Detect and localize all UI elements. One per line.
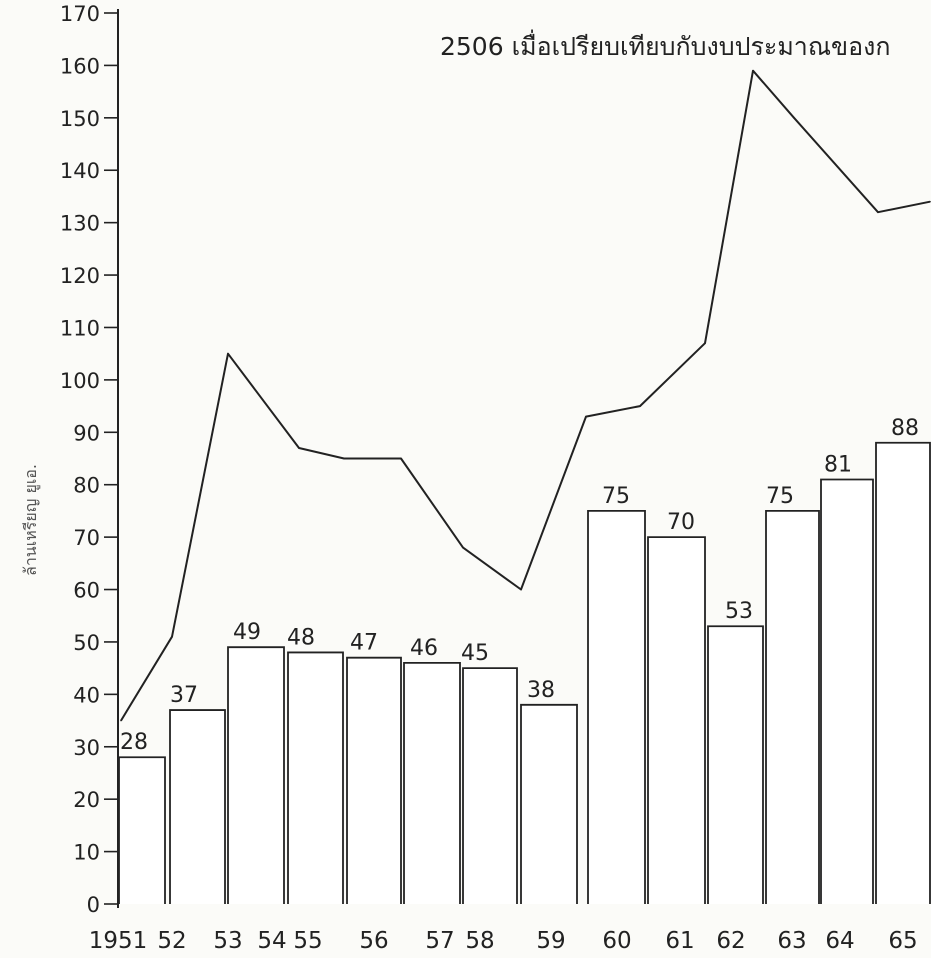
x-tick-label: 59	[536, 928, 565, 954]
x-tick-label: 63	[777, 928, 806, 954]
line-point	[462, 546, 464, 549]
line-point	[877, 211, 879, 213]
bar-data-label: 53	[725, 599, 753, 624]
y-axis-label: ล้านเหรียญ ยูเอ.	[21, 464, 41, 576]
bar	[403, 662, 461, 904]
x-tick-label: 60	[602, 928, 631, 954]
line-layer	[120, 69, 931, 722]
x-tick-label: 65	[888, 928, 917, 954]
line-point	[929, 200, 931, 203]
bar	[346, 656, 402, 904]
line-point	[639, 405, 641, 407]
bar	[287, 651, 344, 904]
x-tick-label: 58	[465, 928, 494, 954]
bar-data-label: 28	[120, 730, 148, 755]
bar-data-label: 48	[287, 625, 315, 650]
bar-data-label: 47	[350, 631, 378, 656]
y-tick-label: 0	[87, 893, 100, 917]
bar	[707, 625, 764, 904]
y-tick-label: 150	[60, 107, 100, 131]
bar-data-label: 45	[461, 641, 489, 666]
y-tick-label: 50	[73, 631, 100, 655]
line-point	[120, 719, 122, 722]
y-tick-label: 90	[73, 421, 100, 445]
bar-data-label: 46	[410, 636, 438, 661]
line-point	[227, 352, 229, 355]
y-tick-label: 80	[73, 474, 100, 498]
axis-layer: 0 10 20 30 40 50 60 70 80 90 100 110 120 130 140 150 160…	[60, 2, 918, 954]
bar-data-label: 88	[891, 416, 919, 441]
y-tick-label: 10	[73, 841, 100, 865]
bar	[820, 478, 874, 904]
chart-title: 2506 เมื่อเปรียบเทียบกับงบประมาณของก	[440, 29, 890, 61]
line-point	[704, 342, 706, 344]
x-tick-label: 53	[213, 928, 242, 954]
bar	[169, 709, 226, 904]
bar	[875, 441, 931, 904]
line-point	[343, 457, 345, 460]
y-tick-label: 140	[60, 159, 100, 183]
x-tick-label: 57	[425, 928, 454, 954]
bar	[647, 536, 706, 904]
bar	[765, 510, 820, 904]
bar-data-label: 75	[766, 484, 794, 509]
y-tick-label: 120	[60, 264, 100, 288]
y-tick-label: 70	[73, 526, 100, 550]
y-tick-label: 130	[60, 212, 100, 236]
bar-data-label: 81	[824, 452, 852, 477]
bar	[118, 756, 166, 904]
line-point	[298, 447, 300, 449]
bar-data-label: 37	[170, 683, 198, 708]
bar	[227, 646, 285, 904]
y-tick-label: 40	[73, 683, 100, 707]
y-tick-label: 20	[73, 788, 100, 812]
x-tick-label: 55	[293, 928, 322, 954]
bar-data-label: 49	[233, 620, 261, 645]
y-tick-label: 60	[73, 579, 100, 603]
line-point	[752, 69, 754, 72]
y-tick-label: 170	[60, 2, 100, 26]
y-tick-label: 160	[60, 54, 100, 78]
x-tick-label: 54	[257, 928, 286, 954]
x-tick-label: 1951	[89, 928, 148, 954]
y-tick-label: 30	[73, 736, 100, 760]
x-tick-label: 64	[825, 928, 854, 954]
bar	[462, 667, 518, 904]
x-tick-label: 61	[665, 928, 694, 954]
y-tick-label: 100	[60, 369, 100, 393]
bars-layer: 28 37 49 48 47 46 45 38 75 70 53 75 81 88	[118, 416, 931, 904]
line-point	[520, 588, 522, 591]
line-point	[585, 415, 587, 418]
bar-data-label: 75	[602, 484, 630, 509]
x-tick-label: 52	[157, 928, 186, 954]
line-point	[171, 635, 173, 638]
bar	[587, 510, 646, 904]
x-tick-label: 56	[359, 928, 388, 954]
line-point	[400, 457, 402, 460]
bar-data-label: 70	[667, 510, 695, 535]
bar	[520, 703, 578, 904]
x-tick-label: 62	[716, 928, 745, 954]
line-point	[793, 117, 795, 119]
y-tick-label: 110	[60, 316, 100, 340]
bar-data-label: 38	[527, 678, 555, 703]
